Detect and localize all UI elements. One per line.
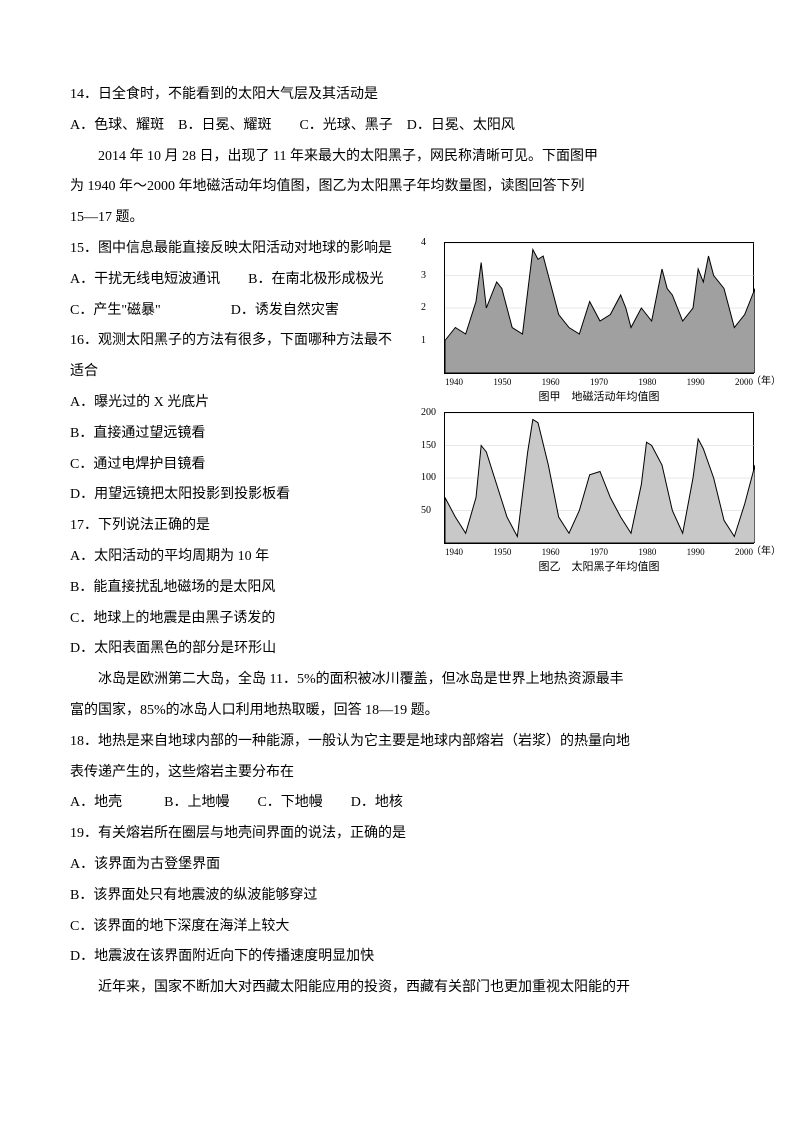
chart2-xaxis: 1940195019601970198019902000	[445, 547, 753, 557]
chart2-x-unit: （年）	[751, 542, 781, 557]
passage2-line2: 富的国家，85%的冰岛人口利用地热取暖，回答 18—19 题。	[70, 696, 724, 727]
q18-text: 18．地热是来自地球内部的一种能源，一般认为它主要是地球内部熔岩（岩浆）的热量向…	[70, 727, 724, 758]
q19-optD: D．地震波在该界面附近向下的传播速度明显加快	[70, 942, 724, 973]
q15-optC: C．产生"磁暴" D．诱发自然灾害	[70, 296, 490, 327]
passage1-line2: 为 1940 年～2000 年地磁活动年均值图，图乙为太阳黑子年均数量图，读图回…	[70, 172, 724, 203]
wrapped-text-block: 15．图中信息最能直接反映太阳活动对地球的影响是 A．干扰无线电短波通讯 B．在…	[70, 234, 490, 511]
passage1-line3: 15—17 题。	[70, 203, 724, 234]
q15-optA: A．干扰无线电短波通讯 B．在南北极形成极光	[70, 265, 490, 296]
chart1-box: 1234 1940195019601970198019902000 （年）	[444, 242, 754, 374]
chart1-caption: 图甲 地磁活动年均值图	[444, 388, 754, 404]
charts-figure: 1234 1940195019601970198019902000 （年） 图甲…	[444, 242, 754, 582]
passage2-line1: 冰岛是欧洲第二大岛，全岛 11．5%的面积被冰川覆盖，但冰岛是世界上地热资源最丰	[70, 665, 724, 696]
q19-text: 19．有关熔岩所在圈层与地壳间界面的说法，正确的是	[70, 819, 724, 850]
chart2-svg	[445, 413, 755, 543]
chart1-svg	[445, 243, 755, 373]
q14-text: 14．日全食时，不能看到的太阳大气层及其活动是	[70, 80, 724, 111]
passage1-line1: 2014 年 10 月 28 日，出现了 11 年来最大的太阳黑子，网民称清晰可…	[70, 142, 724, 173]
q17-optD: D．太阳表面黑色的部分是环形山	[70, 634, 724, 665]
chart2-box: 50100150200 1940195019601970198019902000…	[444, 412, 754, 544]
q15-text: 15．图中信息最能直接反映太阳活动对地球的影响是	[70, 234, 490, 265]
passage3-line1: 近年来，国家不断加大对西藏太阳能应用的投资，西藏有关部门也更加重视太阳能的开	[70, 973, 724, 1004]
chart2-caption: 图乙 太阳黑子年均值图	[444, 558, 754, 574]
q14-options: A．色球、耀斑 B．日冕、耀斑 C．光球、黑子 D．日冕、太阳风	[70, 111, 724, 142]
q18-text2: 表传递产生的，这些熔岩主要分布在	[70, 758, 724, 789]
q17-optC: C．地球上的地震是由黑子诱发的	[70, 604, 724, 635]
q19-optA: A．该界面为古登堡界面	[70, 850, 724, 881]
chart1-x-unit: （年）	[751, 372, 781, 387]
q19-optC: C．该界面的地下深度在海洋上较大	[70, 912, 724, 943]
q16-text: 16．观测太阳黑子的方法有很多，下面哪种方法最不	[70, 326, 490, 357]
chart1-xaxis: 1940195019601970198019902000	[445, 377, 753, 387]
q18-options: A．地壳 B．上地幔 C．下地幔 D．地核	[70, 788, 724, 819]
q19-optB: B．该界面处只有地震波的纵波能够穿过	[70, 881, 724, 912]
q16-text2: 适合	[70, 357, 490, 388]
